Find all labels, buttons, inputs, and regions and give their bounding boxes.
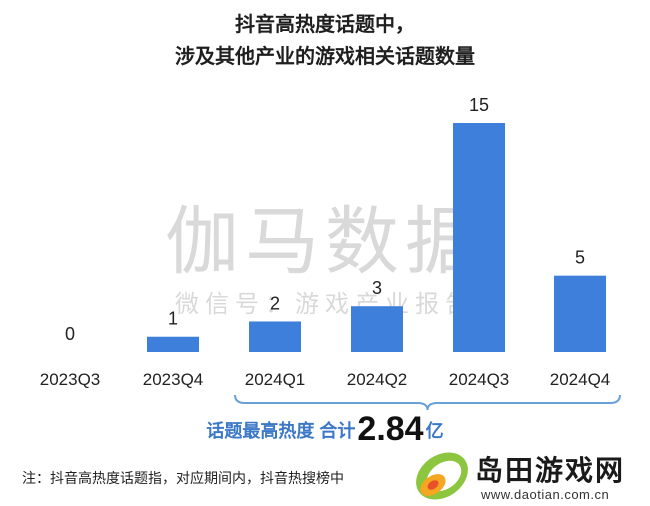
site-logo: 岛田游戏网 www.daotian.com.cn (403, 445, 650, 506)
bar-value-label: 5 (575, 248, 585, 268)
summary-unit: 亿 (425, 421, 444, 441)
summary-line: 话题最高热度 合计2.84 亿 (0, 410, 650, 449)
chart-title-line1: 抖音高热度话题中， (235, 14, 415, 36)
bar (147, 336, 199, 352)
bar-value-label: 15 (469, 95, 489, 115)
bar-value-label: 1 (168, 309, 178, 329)
x-tick-label: 2024Q2 (347, 370, 408, 389)
leaf-logo-icon (416, 452, 468, 500)
x-tick-label: 2024Q3 (449, 370, 510, 389)
logo-name: 岛田游戏网 (475, 455, 626, 486)
chart-title-line2: 涉及其他产业的游戏相关话题数量 (175, 46, 475, 68)
summary-label: 话题最高热度 合计 (206, 421, 356, 441)
x-tick-label: 2023Q3 (40, 370, 101, 389)
x-tick-label: 2024Q4 (550, 370, 611, 389)
x-tick-label: 2024Q1 (245, 370, 306, 389)
footnote: 注：抖音高热度话题指，对应期间内，抖音热搜榜中 (22, 470, 344, 486)
bar (351, 306, 403, 352)
bar-value-label: 3 (372, 278, 382, 298)
bar (453, 123, 505, 352)
bar-value-label: 2 (270, 293, 280, 313)
x-tick-label: 2023Q4 (143, 370, 204, 389)
year-2024-bracket (234, 394, 621, 411)
bar-value-label: 0 (65, 324, 75, 344)
bar (554, 275, 606, 352)
bar (249, 321, 301, 352)
summary-value: 2.84 (357, 410, 424, 448)
logo-url: www.daotian.com.cn (481, 487, 610, 502)
